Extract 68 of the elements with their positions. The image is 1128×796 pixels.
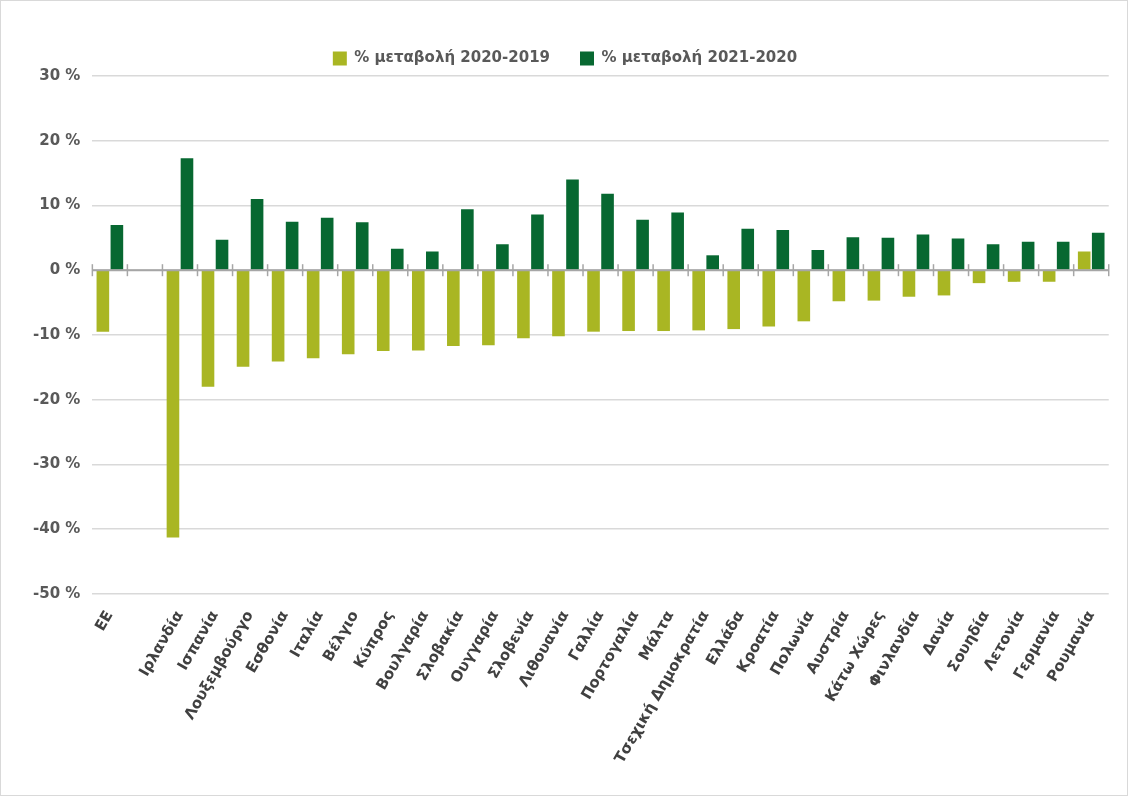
y-tick-label: -50 % [32, 583, 81, 602]
bar [426, 251, 439, 270]
bar [166, 270, 180, 538]
bar [797, 270, 811, 322]
bar [762, 270, 776, 327]
bar [1021, 241, 1035, 270]
bar [951, 238, 965, 270]
bar [727, 270, 741, 330]
bar [937, 270, 951, 296]
bar [306, 270, 320, 359]
bar [671, 212, 684, 270]
bar [566, 179, 579, 270]
bar [881, 237, 895, 270]
bar [236, 270, 250, 367]
bar [320, 217, 334, 270]
bar [1007, 270, 1021, 282]
bar [531, 214, 544, 270]
bar [341, 270, 355, 355]
bar [706, 255, 719, 270]
bar [972, 270, 986, 284]
bar [1091, 232, 1105, 270]
y-tick-label: 30 % [39, 65, 81, 84]
bar [1042, 270, 1056, 282]
legend-label: % μεταβολή 2021-2020 [601, 48, 798, 67]
bar [657, 270, 670, 332]
bar [741, 228, 755, 270]
y-tick-label: -10 % [32, 324, 81, 343]
bar [411, 270, 425, 351]
bar [250, 198, 264, 270]
bar [811, 250, 825, 270]
bar [376, 270, 390, 352]
bar [587, 270, 600, 332]
y-tick-label: -30 % [32, 454, 81, 473]
bar [447, 270, 460, 346]
bar [867, 270, 881, 301]
bar [692, 270, 705, 331]
bar [622, 270, 635, 332]
bar [832, 270, 846, 302]
bar [552, 270, 565, 337]
bar [916, 234, 930, 270]
bar [96, 270, 110, 332]
bar [180, 158, 194, 270]
bar [496, 244, 509, 270]
bar [517, 270, 530, 339]
bar [201, 270, 215, 387]
bar [846, 237, 860, 270]
legend-label: % μεταβολή 2020-2019 [354, 48, 551, 67]
bar [1056, 241, 1070, 270]
bar [110, 224, 124, 270]
bar [482, 270, 495, 346]
y-tick-label: -40 % [32, 519, 81, 537]
y-tick-label: 0 % [49, 260, 81, 279]
bar [636, 219, 649, 270]
bar [461, 209, 474, 270]
y-tick-label: 10 % [39, 195, 81, 214]
bar [215, 239, 229, 270]
bar [902, 270, 916, 297]
bar [1077, 251, 1091, 270]
bar [355, 222, 369, 270]
bar [271, 270, 285, 362]
bar [776, 230, 790, 270]
y-tick-label: -20 % [32, 389, 81, 408]
bar [390, 248, 404, 270]
x-tick-label: ΕΕ [90, 607, 117, 635]
bar [601, 193, 614, 270]
bar [285, 221, 299, 270]
bar [986, 244, 1000, 270]
y-tick-label: 20 % [39, 130, 81, 149]
